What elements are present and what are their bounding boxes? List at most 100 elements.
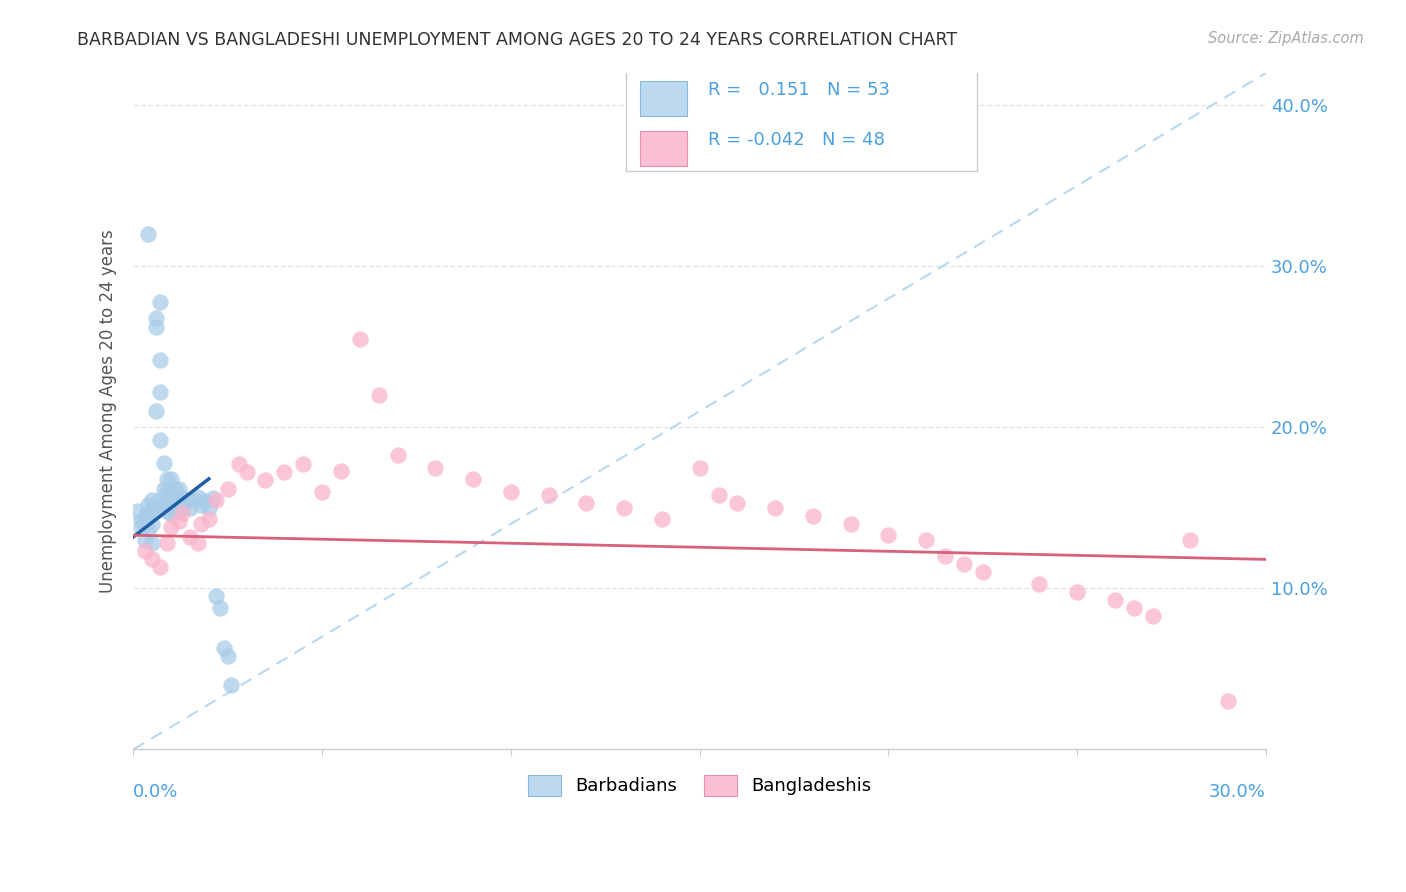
Point: [160, 520, 183, 534]
Point: [141, 492, 163, 507]
Point: [179, 500, 201, 515]
Text: Source: ZipAtlas.com: Source: ZipAtlas.com: [1208, 31, 1364, 46]
Point: [138, 227, 160, 241]
Bar: [640, 81, 688, 116]
Point: [425, 460, 447, 475]
Text: R =   0.151   N = 53: R = 0.151 N = 53: [707, 81, 890, 99]
Point: [149, 352, 172, 367]
Y-axis label: Unemployment Among Ages 20 to 24 years: Unemployment Among Ages 20 to 24 years: [100, 229, 117, 593]
FancyBboxPatch shape: [626, 71, 977, 171]
Point: [198, 500, 221, 515]
Point: [1142, 608, 1164, 623]
Point: [194, 494, 217, 508]
Point: [138, 508, 160, 522]
Point: [172, 506, 194, 520]
Point: [152, 482, 174, 496]
Point: [160, 472, 183, 486]
Point: [156, 484, 179, 499]
Point: [174, 492, 197, 507]
Point: [186, 490, 208, 504]
Point: [167, 514, 190, 528]
Point: [934, 549, 956, 563]
Point: [651, 512, 673, 526]
Point: [129, 514, 152, 528]
Point: [145, 310, 167, 325]
Point: [273, 466, 295, 480]
Point: [367, 388, 389, 402]
Point: [201, 491, 224, 505]
Point: [134, 544, 156, 558]
Point: [127, 504, 149, 518]
Point: [167, 504, 190, 518]
Point: [149, 294, 172, 309]
Point: [763, 500, 786, 515]
Point: [915, 533, 938, 547]
Point: [972, 566, 994, 580]
Point: [156, 504, 179, 518]
Point: [149, 384, 172, 399]
Point: [129, 520, 152, 534]
Point: [1218, 694, 1240, 708]
Point: [953, 558, 976, 572]
Point: [149, 492, 172, 507]
Point: [160, 498, 183, 512]
Point: [186, 536, 208, 550]
Point: [163, 492, 186, 507]
Point: [839, 516, 862, 531]
Point: [149, 433, 172, 447]
Point: [349, 332, 371, 346]
Point: [292, 458, 315, 472]
Point: [156, 536, 179, 550]
Point: [156, 472, 179, 486]
Point: [183, 492, 205, 507]
Point: [172, 491, 194, 505]
Point: [198, 512, 221, 526]
Bar: [640, 131, 688, 166]
Point: [167, 482, 190, 496]
Point: [163, 482, 186, 496]
Point: [575, 496, 598, 510]
Point: [1122, 600, 1144, 615]
Point: [152, 456, 174, 470]
Point: [149, 560, 172, 574]
Point: [330, 464, 353, 478]
Point: [205, 492, 228, 507]
Point: [689, 460, 711, 475]
Point: [145, 500, 167, 515]
Text: R = -0.042   N = 48: R = -0.042 N = 48: [707, 131, 884, 149]
Point: [217, 648, 239, 663]
Point: [725, 496, 748, 510]
Point: [138, 498, 160, 512]
Point: [801, 508, 824, 523]
Point: [1066, 584, 1088, 599]
Point: [1180, 533, 1202, 547]
Text: 0.0%: 0.0%: [134, 783, 179, 801]
Point: [228, 458, 250, 472]
Point: [537, 488, 560, 502]
Point: [160, 484, 183, 499]
Point: [707, 488, 730, 502]
Point: [134, 516, 156, 531]
Point: [463, 472, 485, 486]
Point: [145, 404, 167, 418]
Point: [172, 500, 194, 515]
Point: [141, 504, 163, 518]
Point: [141, 552, 163, 566]
Legend: Barbadians, Bangladeshis: Barbadians, Bangladeshis: [519, 765, 880, 805]
Point: [209, 600, 232, 615]
Point: [877, 528, 900, 542]
Point: [145, 320, 167, 334]
Point: [167, 492, 190, 507]
Point: [235, 466, 257, 480]
Point: [254, 474, 277, 488]
Point: [499, 484, 522, 499]
Point: [190, 516, 212, 531]
Point: [613, 500, 636, 515]
Point: [141, 516, 163, 531]
Point: [221, 678, 243, 692]
Point: [160, 508, 183, 522]
Text: BARBADIAN VS BANGLADESHI UNEMPLOYMENT AMONG AGES 20 TO 24 YEARS CORRELATION CHAR: BARBADIAN VS BANGLADESHI UNEMPLOYMENT AM…: [77, 31, 957, 49]
Text: 30.0%: 30.0%: [1209, 783, 1265, 801]
Point: [138, 524, 160, 538]
Point: [1028, 576, 1050, 591]
